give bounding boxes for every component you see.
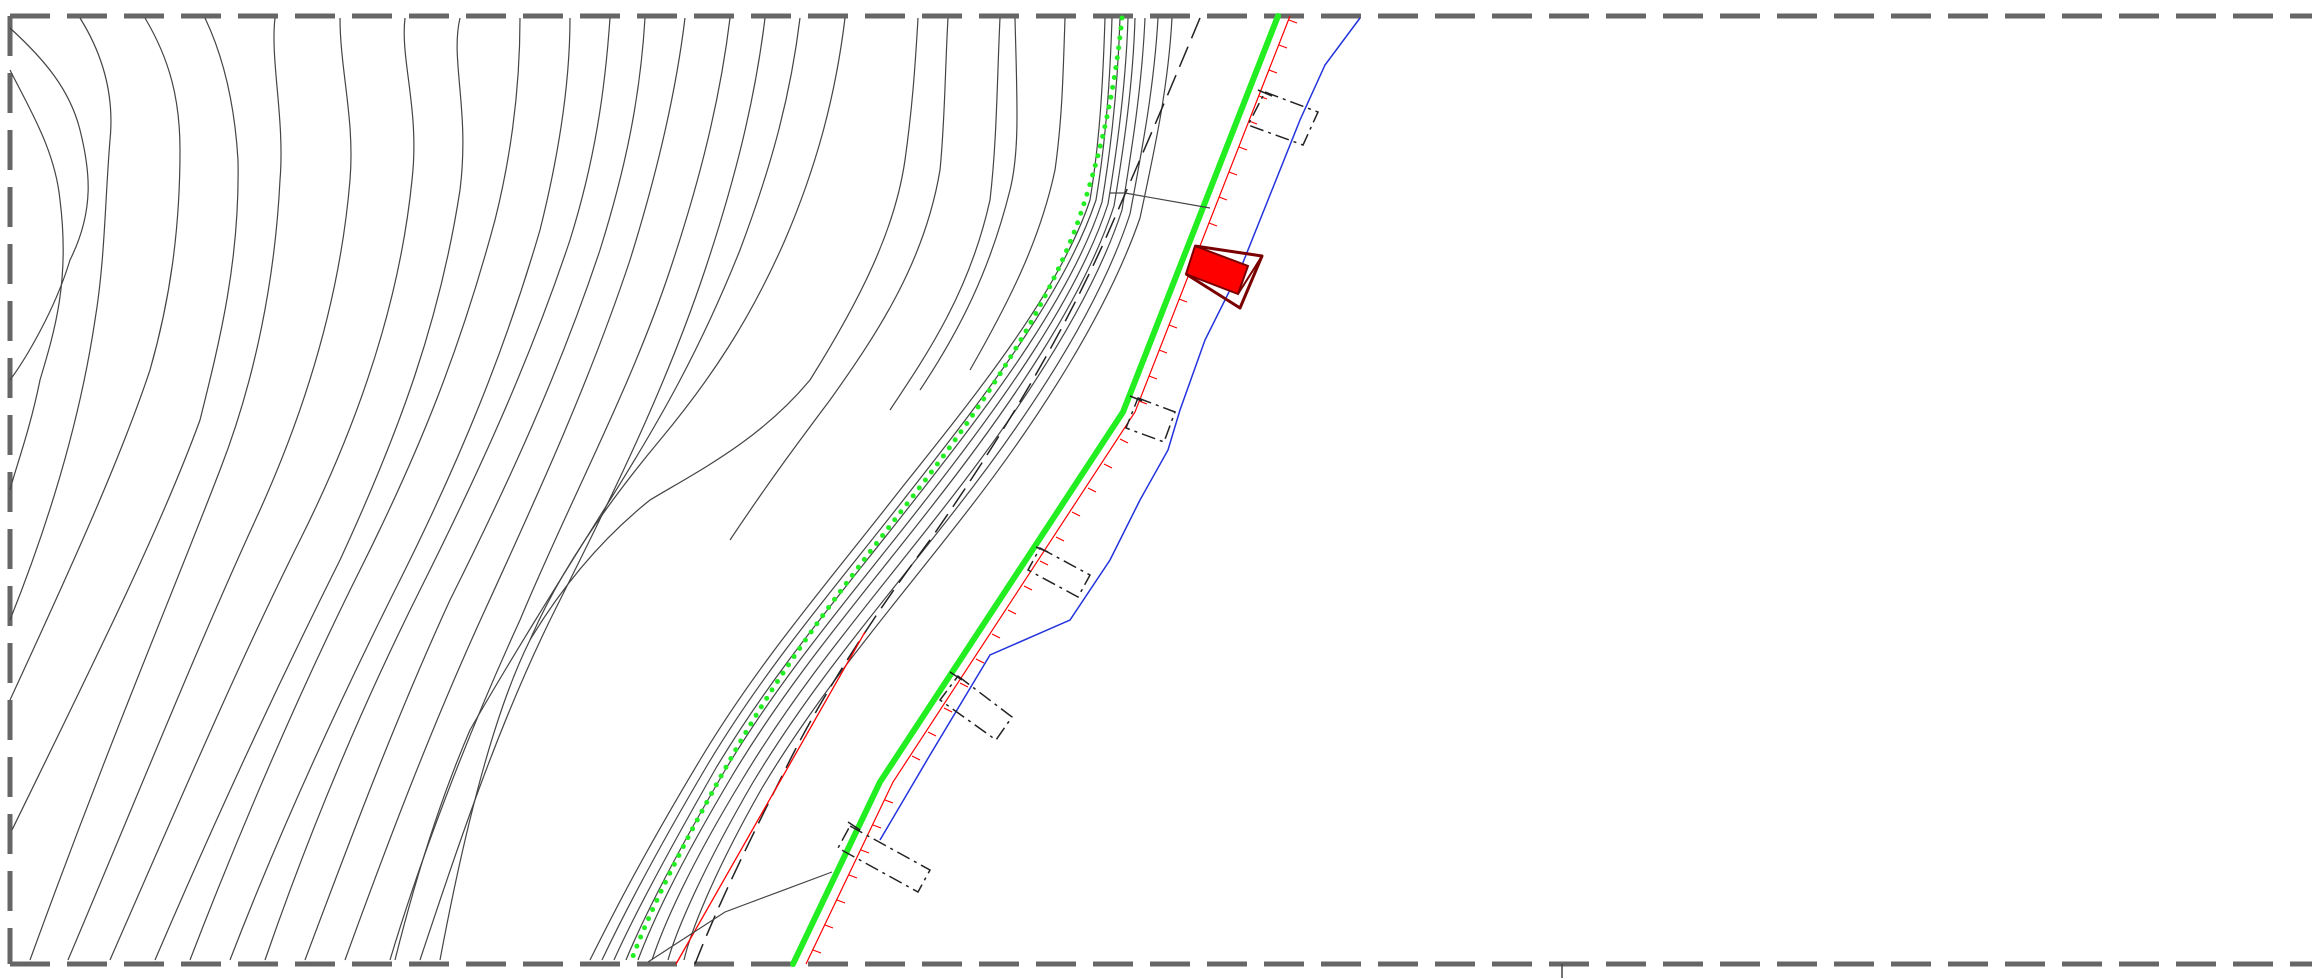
contour-line	[9, 69, 64, 491]
leader-lines	[647, 192, 1211, 963]
leader-line-upper	[1110, 192, 1211, 209]
leader-line-lower	[647, 871, 833, 963]
contour-line	[394, 17, 801, 961]
green-works-boundary	[790, 13, 1281, 967]
frame-border	[7, 13, 2312, 967]
contour-line	[419, 17, 766, 961]
contour-line	[601, 17, 1113, 961]
contour-line	[729, 17, 949, 541]
contour-line	[637, 17, 1136, 961]
culvert-headwall-ticks	[847, 89, 1273, 831]
contour-line	[9, 27, 89, 381]
contour-line	[625, 17, 1129, 961]
contour-line	[651, 17, 1146, 961]
contour-line	[9, 17, 181, 701]
terrain-contours	[9, 17, 1173, 961]
hatch-baseline	[805, 15, 1291, 965]
contour-line	[67, 17, 352, 961]
culvert-section	[836, 824, 932, 894]
hatch-ticks	[812, 19, 1298, 954]
culvert-section	[1026, 546, 1092, 599]
red-slope-line	[675, 631, 866, 965]
contour-line	[29, 17, 282, 961]
contour-line	[264, 17, 611, 961]
contour-line	[154, 17, 464, 961]
contour-line	[11, 17, 239, 831]
culvert-section	[938, 674, 1014, 742]
contour-line	[589, 17, 1106, 961]
contour-line	[919, 17, 1018, 391]
culvert-section	[1246, 91, 1320, 146]
contour-line	[344, 17, 686, 961]
structure-outline	[1185, 244, 1264, 310]
dotted-green-guideline	[627, 15, 1125, 967]
contour-line	[969, 17, 1066, 371]
blue-water-line	[879, 17, 1361, 841]
culvert-section	[1125, 397, 1176, 443]
contour-line	[613, 17, 1121, 961]
contour-line	[667, 17, 1159, 961]
contour-line	[229, 17, 571, 961]
contour-line	[304, 17, 646, 961]
red-structure	[1184, 244, 1264, 310]
contour-line	[189, 17, 521, 961]
contour-line	[683, 17, 1173, 961]
contour-line	[389, 17, 731, 961]
contour-line	[439, 17, 846, 961]
contour-line	[109, 17, 415, 961]
structure-brace	[1237, 255, 1263, 295]
contour-line	[529, 17, 919, 641]
contour-line	[9, 17, 112, 621]
dashed-offset-line	[694, 17, 1201, 965]
slope-hatching	[805, 15, 1298, 965]
culvert-sections	[836, 91, 1320, 894]
contour-line	[889, 17, 1001, 411]
